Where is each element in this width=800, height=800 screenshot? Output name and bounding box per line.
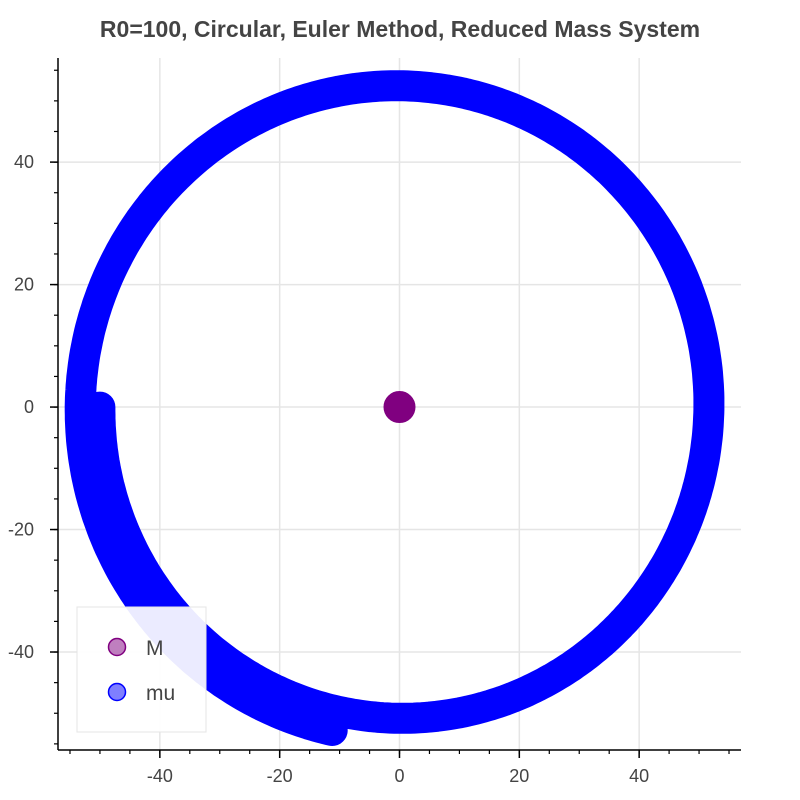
- legend-label-mu: mu: [146, 682, 175, 705]
- legend-marker-M: [107, 637, 127, 657]
- x-tick-label: 0: [394, 766, 404, 786]
- legend-marker-mu: [107, 682, 127, 702]
- y-tick-label: -20: [8, 520, 34, 540]
- y-tick-label: 0: [24, 397, 34, 417]
- legend[interactable]: Mmu: [76, 606, 207, 733]
- y-tick-label: 20: [14, 275, 34, 295]
- legend-label-M: M: [146, 637, 164, 660]
- x-tick-label: 40: [629, 766, 649, 786]
- series-mu: [64, 70, 725, 746]
- x-tick-label: -20: [267, 766, 293, 786]
- mu-trajectory: [64, 70, 725, 746]
- ticks: -40 -20 0 20 40 -40 -20 0 20 40: [8, 69, 730, 786]
- y-tick-label: -40: [8, 642, 34, 662]
- x-tick-label: -40: [147, 766, 173, 786]
- y-tick-label: 40: [14, 152, 34, 172]
- series-M: [383, 391, 416, 424]
- x-tick-label: 20: [509, 766, 529, 786]
- chart-title: R0=100, Circular, Euler Method, Reduced …: [99, 16, 701, 42]
- M-point: [383, 391, 416, 424]
- legend-box: [76, 606, 207, 733]
